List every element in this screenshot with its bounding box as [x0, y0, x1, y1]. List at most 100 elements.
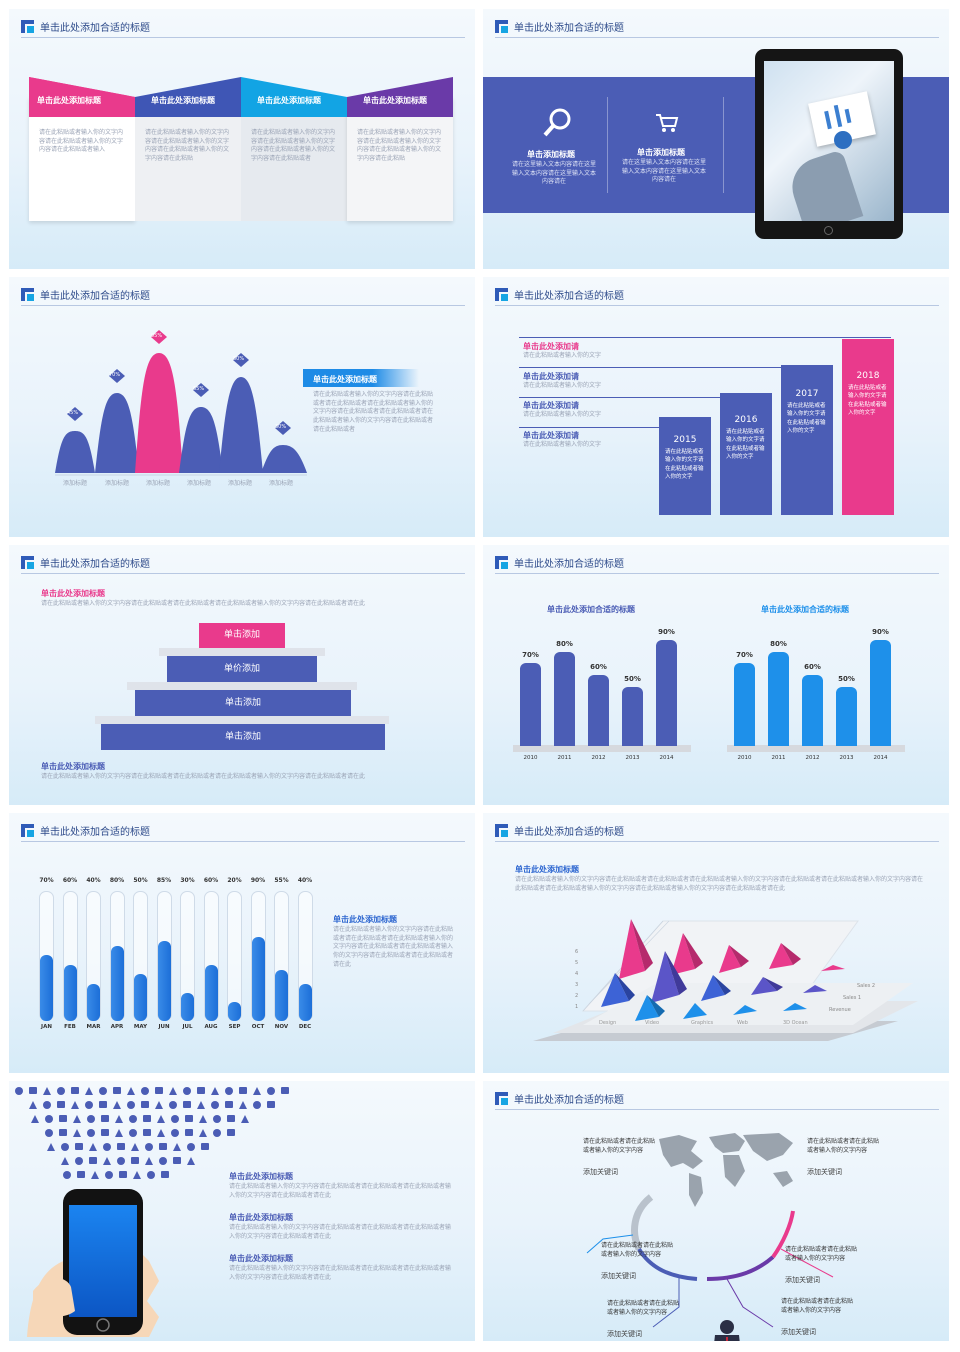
app-icon: [59, 1129, 67, 1136]
peak-label: 添加标题: [187, 480, 212, 487]
slide-title: 单击此处添加合适的标题: [514, 1094, 624, 1106]
title-ribbon: [303, 369, 419, 387]
app-icon: [89, 1143, 97, 1151]
slide-title: 单击此处添加合适的标题: [40, 290, 150, 302]
divider: [495, 37, 939, 38]
month-label: DEC: [298, 1024, 312, 1030]
tube-fill: [275, 969, 288, 1021]
slide-7[interactable]: 单击此处添加合适的标题 70% JAN 60% FEB 40% MAR 80% APR 50% M…: [9, 813, 475, 1073]
app-icon: [115, 1115, 123, 1123]
logo-icon: [495, 555, 508, 569]
logo-icon: [21, 555, 34, 569]
app-icon: [115, 1129, 123, 1137]
bar-value: 70%: [736, 651, 753, 660]
app-icon: [57, 1087, 65, 1095]
item-body: 请在这里输入文本内容请在这里输入文本内容请在这里输入文本内容请在: [511, 161, 596, 186]
app-icon: [171, 1115, 179, 1123]
divider: [495, 305, 939, 306]
step-label: 单击添加: [223, 630, 260, 640]
year-tick: 2011: [771, 755, 786, 761]
box-title: 单击此处添加标题: [151, 96, 215, 105]
app-icon: [147, 1171, 155, 1179]
pyramid-3d-chart: [533, 919, 918, 1041]
slide-header: 单击此处添加合适的标题: [495, 287, 624, 302]
month-label: MAY: [133, 1024, 148, 1030]
banner-boxes: 单击此处添加标题 单击此处添加标题 单击此处添加标题 单击此处添加标题 请在此粘…: [29, 77, 453, 221]
logo-icon: [495, 1091, 508, 1105]
bar-value: 90%: [872, 627, 889, 636]
top-title: 单击此处添加标题: [41, 589, 105, 598]
app-icon: [227, 1129, 235, 1136]
slide-title: 单击此处添加合适的标题: [40, 826, 150, 838]
bar-value: 60%: [590, 663, 607, 672]
year-tick: 2010: [523, 755, 538, 761]
search-icon: [543, 108, 571, 137]
box-body: 请在此粘贴或者输入你的文字内容请在此粘贴或者输入你的文字内容请在此粘贴或者输入: [39, 129, 124, 154]
app-icon: [129, 1129, 137, 1137]
app-icon: [157, 1115, 165, 1123]
slide-9[interactable]: 单击此处添加标题 请在此粘贴或者输入你的文字内容请在此粘贴或者请在此粘贴或者请在…: [9, 1081, 475, 1341]
app-icon: [225, 1101, 233, 1108]
tube-value: 50%: [133, 877, 148, 884]
category-label: Design: [599, 1020, 617, 1026]
year-bar: 2018 请在此粘贴或者输入你的文字请在此粘贴或者输入你的文字: [842, 339, 894, 515]
section-body: 请在此粘贴或者输入你的文字内容请在此粘贴或者请在此粘贴或者请在此粘贴或者输入你的…: [333, 926, 454, 968]
pyramid-step: 单击添加: [101, 724, 385, 750]
item-title: 单击添加标题: [637, 148, 685, 157]
year-tick: 2013: [625, 755, 640, 761]
app-icon: [71, 1087, 79, 1094]
slide-header: 单击此处添加合适的标题: [495, 823, 624, 838]
peak-value: 30%: [275, 424, 287, 430]
app-icon: [199, 1115, 207, 1123]
app-icon: [225, 1087, 233, 1095]
divider: [21, 37, 465, 38]
slide-1[interactable]: 单击此处添加合适的标题 单击此处添加标题 单击此处添加标题 单击此处添加标题 单…: [9, 9, 475, 269]
app-icon: [183, 1087, 191, 1095]
slide-3[interactable]: 单击此处添加合适的标题 45% 70% 95% 65% 80% 30% 添加标题…: [9, 277, 475, 537]
app-icon: [239, 1101, 247, 1109]
app-icon: [105, 1171, 113, 1179]
step-label: 单击添加: [224, 732, 261, 742]
slide-5[interactable]: 单击此处添加合适的标题 单击此处添加标题 请在此粘贴或者输入你的文字内容请在此粘…: [9, 545, 475, 805]
keyword-label: 添加关键词: [607, 1330, 642, 1338]
app-icon: [173, 1157, 181, 1164]
tube-fill: [251, 936, 265, 1021]
item-title: 单击添加标题: [527, 150, 575, 159]
tube-fill: [181, 992, 194, 1021]
slide-8[interactable]: 单击此处添加合适的标题 单击此处添加标题 请在此粘贴或者输入你的文字内容请在此粘…: [483, 813, 949, 1073]
keyword-label: 添加关键词: [601, 1272, 636, 1280]
slide-10[interactable]: 单击此处添加合适的标题 请在此粘贴或者请在此粘贴或者输入你的文字内容 添加关键词请…: [483, 1081, 949, 1341]
app-icon: [57, 1101, 65, 1108]
divider: [495, 1109, 939, 1110]
bar-value: 50%: [624, 675, 641, 683]
box-title: 单击此处添加标题: [37, 96, 101, 105]
item-title: 单击此处添加标题: [229, 1254, 293, 1263]
slide-title: 单击此处添加合适的标题: [514, 826, 624, 838]
app-icon: [199, 1129, 207, 1137]
slide-6[interactable]: 单击此处添加合适的标题 单击此处添加合适的标题 单击此处添加合适的标题 70% 2…: [483, 545, 949, 805]
slide-header: 单击此处添加合适的标题: [21, 287, 150, 302]
month-label: JUL: [182, 1024, 193, 1030]
bar: [870, 639, 891, 746]
item-body: 请在此粘贴或者输入你的文字内容请在此粘贴或者请在此粘贴或者请在此粘贴或者输入你的…: [229, 1265, 452, 1281]
month-label: SEP: [228, 1024, 241, 1030]
tube-value: 30%: [180, 877, 195, 884]
app-icon: [47, 1143, 55, 1151]
pyramid-step: 单价添加: [167, 656, 317, 682]
slide-4[interactable]: 单击此处添加合适的标题 单击此处添加请 请在此粘贴或者输入你的文字 单击此处添加…: [483, 277, 949, 537]
series-label: Revenue: [829, 1007, 851, 1013]
divider: [495, 573, 939, 574]
app-icon: [87, 1129, 95, 1137]
month-label: JAN: [41, 1024, 52, 1030]
app-icon: [155, 1101, 163, 1109]
app-icon: [253, 1101, 261, 1109]
item-body: 请在这里输入文本内容请在这里输入文本内容请在这里输入文本内容请在: [621, 159, 706, 184]
app-icon: [117, 1143, 125, 1150]
year-tick: 2013: [839, 755, 854, 761]
app-icon: [253, 1087, 261, 1095]
slide-2[interactable]: 单击此处添加合适的标题 单击添加标题 请在这里输入文本内容请在这里输入文本内容请…: [483, 9, 949, 269]
keyword-label: 添加关键词: [785, 1276, 820, 1284]
tube-value: 90%: [250, 877, 266, 884]
app-icon: [141, 1101, 149, 1108]
peak-label: 添加标题: [146, 480, 171, 487]
